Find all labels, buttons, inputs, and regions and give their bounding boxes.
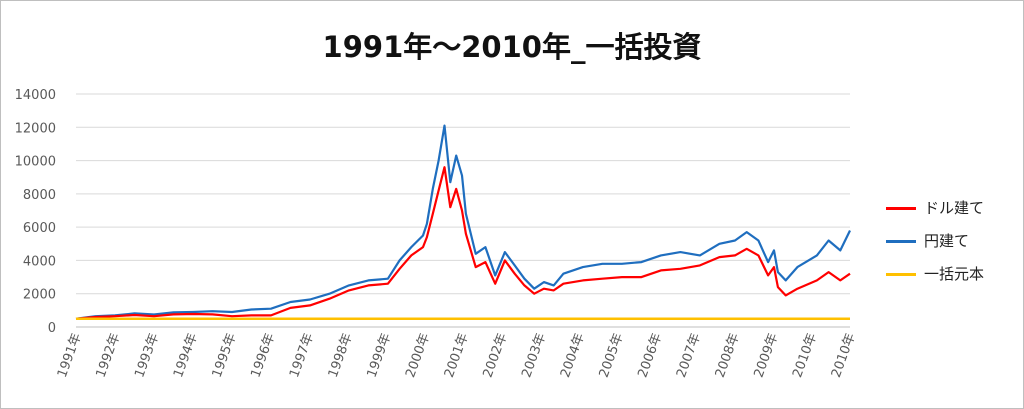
x-tick-label: 1991年 (55, 331, 85, 379)
x-tick-label: 2010年 (790, 331, 820, 379)
legend-label-yen: 円建て (924, 232, 970, 250)
x-tick-label: 1999年 (364, 331, 394, 379)
series-line-1 (75, 124, 851, 320)
series-lines (75, 124, 851, 320)
y-tick-label: 4000 (23, 254, 56, 269)
x-tick-label: 1994年 (171, 331, 201, 379)
y-tick-label: 6000 (23, 221, 56, 236)
x-tick-label: 1993年 (132, 331, 162, 379)
x-tick-label: 1997年 (287, 331, 317, 379)
x-tick-label: 2005年 (597, 331, 627, 379)
series-line-0 (75, 166, 851, 320)
legend-item-yen: 円建て (882, 229, 1022, 262)
legend-item-principal: 一括元本 (882, 262, 1022, 295)
legend-swatch-principal (886, 273, 916, 276)
legend-label-principal: 一括元本 (924, 265, 985, 283)
x-tick-label: 1992年 (94, 331, 124, 379)
x-tick-label: 1995年 (210, 331, 240, 379)
x-axis-ticks: 1991年 1992年 1993年 1994年 1995年 1996年 1997年 1998年… (55, 331, 859, 379)
x-tick-label: 2008年 (713, 331, 743, 379)
y-tick-label: 10000 (15, 155, 56, 170)
y-tick-label: 8000 (23, 188, 56, 203)
x-tick-label: 2009年 (751, 331, 781, 379)
x-tick-label: 2002年 (481, 331, 511, 379)
x-tick-label: 1996年 (248, 331, 278, 379)
y-tick-label: 12000 (15, 121, 56, 136)
chart-title: 1991年～2010年_一括投資 (322, 30, 702, 64)
x-tick-label: 2007年 (674, 331, 704, 379)
x-tick-label: 2004年 (558, 331, 588, 379)
y-tick-label: 14000 (15, 88, 56, 103)
legend-swatch-yen (886, 240, 916, 243)
legend-swatch-dollar (886, 207, 916, 210)
x-tick-label: 1998年 (326, 331, 356, 379)
legend-item-dollar: ドル建て (882, 196, 1022, 229)
legend-label-dollar: ドル建て (924, 199, 985, 217)
y-tick-label: 2000 (23, 288, 56, 303)
x-tick-label: 2001年 (442, 331, 472, 379)
y-axis-ticks: 0 2000 4000 6000 8000 10000 12000 14000 (15, 88, 56, 336)
x-tick-label: 2003年 (519, 331, 549, 379)
x-tick-label: 2000年 (403, 331, 433, 379)
legend: ドル建て 円建て 一括元本 (882, 196, 1022, 295)
x-tick-label: 2006年 (635, 331, 665, 379)
x-tick-label: 2010年 (829, 331, 859, 379)
y-tick-label: 0 (48, 321, 56, 336)
gridlines (76, 93, 850, 328)
